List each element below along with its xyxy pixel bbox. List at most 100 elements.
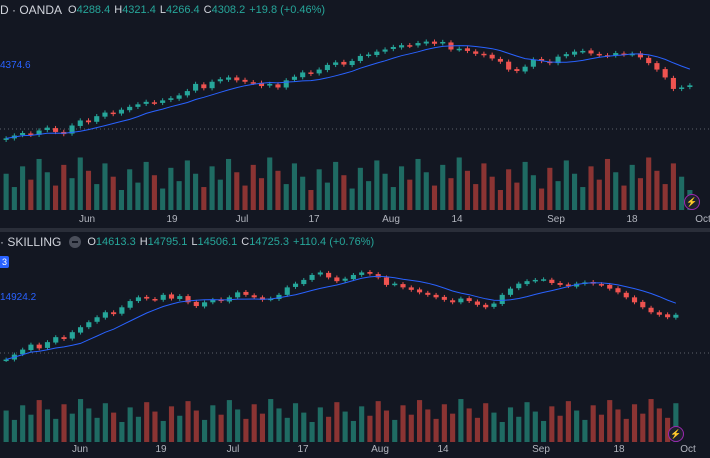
volume-bar xyxy=(456,157,462,210)
candle-body xyxy=(85,120,92,123)
candle-body xyxy=(250,82,256,84)
volume-bar xyxy=(168,406,175,442)
candle-body xyxy=(193,301,199,307)
candle-body xyxy=(201,84,207,89)
ohlc-low: L4266.4 xyxy=(159,4,200,16)
chart-pane-bottom[interactable]: · SKILLING O14613.3 H14795.1 L14506.1 C1… xyxy=(0,232,710,458)
candle-body xyxy=(539,59,545,61)
volume-bar xyxy=(621,185,627,210)
collapse-icon[interactable] xyxy=(69,236,82,248)
volume-bar xyxy=(563,160,569,210)
volume-bar xyxy=(555,181,561,210)
candle-body xyxy=(316,69,322,74)
volume-bar xyxy=(366,181,372,210)
volume-bar xyxy=(679,176,685,210)
candle-body xyxy=(656,312,662,315)
candle-body xyxy=(375,274,381,278)
volume-bar xyxy=(557,415,563,442)
volume-bar xyxy=(596,179,602,210)
volume-bar xyxy=(110,176,116,210)
candle-body xyxy=(464,48,471,51)
ma-value-label: 14924.2 xyxy=(0,292,37,303)
candle-body xyxy=(491,303,497,307)
candlestick-chart-top[interactable] xyxy=(0,0,710,228)
candle-body xyxy=(489,54,495,59)
lightning-icon[interactable]: ⚡ xyxy=(684,194,700,210)
volume-bar xyxy=(607,400,613,442)
candle-body xyxy=(623,292,629,298)
ohlc-close: C4308.2 xyxy=(203,4,246,16)
x-tick-label: Jun xyxy=(78,214,96,225)
candle-body xyxy=(621,53,627,56)
candle-body xyxy=(110,112,116,115)
volume-bar xyxy=(317,407,323,442)
volume-bar xyxy=(160,420,166,442)
candle-body xyxy=(456,48,462,51)
volume-bar xyxy=(374,160,380,210)
volume-bar xyxy=(226,400,232,442)
candle-body xyxy=(615,288,621,293)
volume-bar xyxy=(408,414,414,442)
volume-bar xyxy=(292,403,299,442)
volume-bar xyxy=(36,400,42,442)
volume-bar xyxy=(276,408,282,442)
candle-body xyxy=(168,98,174,100)
candle-body xyxy=(77,120,83,126)
volume-bar xyxy=(225,158,232,210)
candlestick-chart-bottom[interactable] xyxy=(0,232,710,458)
volume-bar xyxy=(598,414,605,442)
volume-bar xyxy=(176,181,182,210)
price-tag: 3 xyxy=(0,256,10,268)
candle-body xyxy=(532,279,538,282)
x-tick-label: 17 xyxy=(308,214,320,225)
candle-body xyxy=(127,301,133,308)
candle-body xyxy=(588,50,594,54)
candle-body xyxy=(607,284,613,289)
lightning-icon[interactable]: ⚡ xyxy=(668,426,684,442)
candle-body xyxy=(36,344,42,349)
volume-bar xyxy=(656,408,662,442)
time-axis[interactable]: Jun 19 Jul 17 Aug 14 Sep 18 Oct xyxy=(0,442,710,458)
volume-bar xyxy=(85,170,92,210)
volume-bar xyxy=(530,175,536,210)
time-axis[interactable]: Jun 19 Jul 17 Aug 14 Sep 18 Oct xyxy=(0,212,710,228)
volume-bar xyxy=(367,415,373,442)
volume-bar xyxy=(28,414,34,442)
x-tick-label: Aug xyxy=(382,214,400,225)
candle-body xyxy=(563,54,569,57)
legend-bottom: · SKILLING O14613.3 H14795.1 L14506.1 C1… xyxy=(0,232,374,252)
candle-body xyxy=(102,312,108,318)
legend-top: D · OANDA O4288.4 H4321.4 L4266.4 C4308.… xyxy=(0,0,325,20)
volume-bar xyxy=(580,187,586,210)
candle-body xyxy=(52,128,59,132)
pane-divider[interactable] xyxy=(0,228,710,232)
volume-bar xyxy=(623,418,629,442)
candle-body xyxy=(342,278,348,281)
symbol-label[interactable]: · SKILLING xyxy=(0,235,62,249)
candle-body xyxy=(234,77,240,81)
candle-body xyxy=(259,297,266,300)
ohlc-open: O14613.3 xyxy=(87,236,136,248)
candle-body xyxy=(433,294,439,298)
volume-bar xyxy=(415,158,421,210)
volume-bar xyxy=(670,163,676,210)
volume-bar xyxy=(135,416,141,442)
volume-bar xyxy=(143,161,149,210)
volume-bar xyxy=(316,169,322,210)
volume-bar xyxy=(392,419,398,442)
candle-body xyxy=(210,299,216,303)
volume-bar xyxy=(202,419,208,442)
ohlc-open: O4288.4 xyxy=(68,4,111,16)
candle-body xyxy=(415,43,421,46)
candle-body xyxy=(662,69,668,78)
volume-bar xyxy=(489,176,495,210)
volume-bar xyxy=(283,184,289,210)
volume-bar xyxy=(243,418,249,442)
candle-body xyxy=(102,112,108,117)
volume-bar xyxy=(499,422,505,442)
candle-body xyxy=(382,49,388,52)
symbol-label[interactable]: D · OANDA xyxy=(0,3,63,17)
x-tick-label: 17 xyxy=(297,444,309,455)
chart-pane-top[interactable]: D · OANDA O4288.4 H4321.4 L4266.4 C4308.… xyxy=(0,0,710,228)
candle-body xyxy=(392,283,398,286)
